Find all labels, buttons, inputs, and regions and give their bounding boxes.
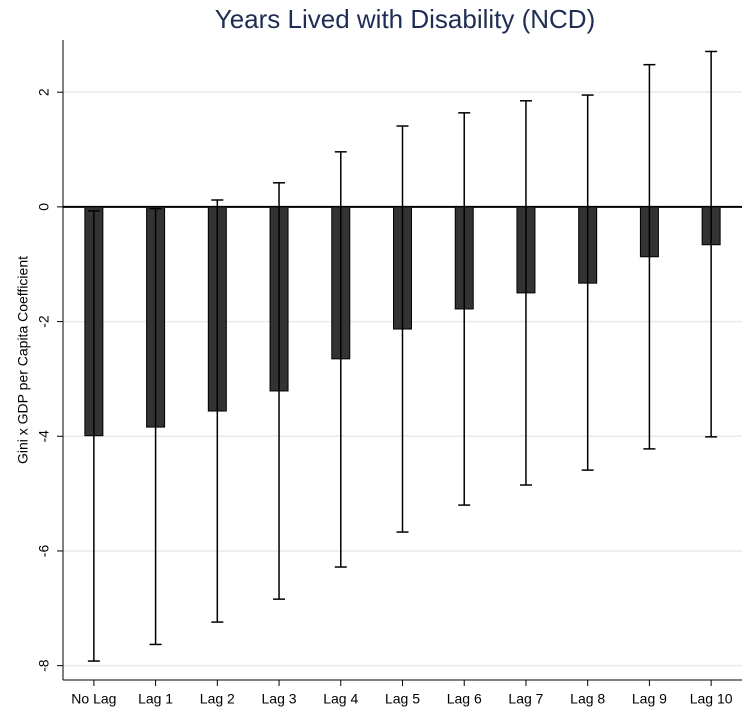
y-tick-label: -4 bbox=[36, 430, 52, 443]
x-tick-label: Lag 8 bbox=[570, 691, 605, 707]
x-tick-label: Lag 5 bbox=[385, 691, 420, 707]
x-tick-label: Lag 1 bbox=[138, 691, 173, 707]
x-tick-label: Lag 2 bbox=[200, 691, 235, 707]
x-tick-label: Lag 9 bbox=[632, 691, 667, 707]
x-tick-label: Lag 10 bbox=[690, 691, 733, 707]
x-tick-label: Lag 6 bbox=[447, 691, 482, 707]
y-axis-label: Gini x GDP per Capita Coefficient bbox=[15, 256, 31, 464]
x-tick-label: Lag 7 bbox=[508, 691, 543, 707]
x-tick-label: No Lag bbox=[71, 691, 116, 707]
y-tick-label: 2 bbox=[36, 88, 52, 96]
y-tick-label: -2 bbox=[36, 315, 52, 328]
y-tick-label: -6 bbox=[36, 545, 52, 558]
x-tick-label: Lag 3 bbox=[262, 691, 297, 707]
y-tick-label: -8 bbox=[36, 659, 52, 672]
y-tick-label: 0 bbox=[36, 203, 52, 211]
chart-title: Years Lived with Disability (NCD) bbox=[215, 4, 596, 34]
x-tick-label: Lag 4 bbox=[323, 691, 358, 707]
